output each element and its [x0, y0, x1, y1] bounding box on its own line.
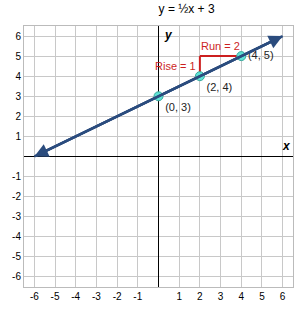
svg-text:-3: -3 — [92, 291, 101, 302]
svg-text:-6: -6 — [30, 291, 39, 302]
svg-text:4: 4 — [238, 291, 244, 302]
svg-text:1: 1 — [176, 291, 182, 302]
svg-text:5: 5 — [259, 291, 265, 302]
svg-text:(0, 3): (0, 3) — [165, 101, 191, 113]
svg-text:Run = 2: Run = 2 — [201, 40, 240, 52]
svg-text:2: 2 — [15, 111, 21, 122]
svg-text:(2, 4): (2, 4) — [207, 81, 233, 93]
svg-text:1: 1 — [15, 131, 21, 142]
svg-text:-5: -5 — [12, 251, 21, 262]
svg-text:Rise = 1: Rise = 1 — [155, 60, 196, 72]
svg-text:-5: -5 — [51, 291, 60, 302]
svg-text:-2: -2 — [12, 191, 21, 202]
svg-text:-1: -1 — [133, 291, 142, 302]
svg-text:3: 3 — [15, 91, 21, 102]
svg-text:6: 6 — [280, 291, 286, 302]
svg-text:-4: -4 — [12, 231, 21, 242]
svg-text:5: 5 — [15, 51, 21, 62]
svg-text:-1: -1 — [12, 171, 21, 182]
svg-text:x: x — [282, 139, 291, 153]
svg-text:y = ½x + 3: y = ½x + 3 — [159, 2, 215, 16]
svg-text:3: 3 — [218, 291, 224, 302]
svg-text:2: 2 — [197, 291, 203, 302]
svg-text:-6: -6 — [12, 271, 21, 282]
svg-text:y: y — [164, 28, 173, 42]
svg-text:-4: -4 — [71, 291, 80, 302]
svg-text:6: 6 — [15, 31, 21, 42]
svg-text:-3: -3 — [12, 211, 21, 222]
svg-text:4: 4 — [15, 71, 21, 82]
svg-text:-2: -2 — [113, 291, 122, 302]
svg-text:(4, 5): (4, 5) — [248, 49, 274, 61]
